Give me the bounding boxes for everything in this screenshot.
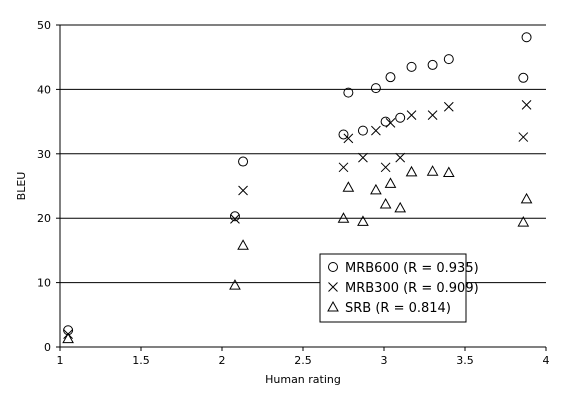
point-series-3 [405, 165, 418, 177]
point-series-2 [358, 152, 368, 163]
x-axis-title: Human rating [265, 373, 341, 386]
point-series-2 [521, 100, 532, 110]
legend-box [319, 253, 467, 323]
point-series-1 [521, 32, 532, 43]
point-series-3 [229, 279, 241, 290]
point-series-2 [371, 125, 381, 136]
point-series-2 [238, 185, 248, 196]
point-series-3 [379, 198, 392, 209]
point-series-3 [520, 192, 533, 204]
point-series-2 [343, 133, 354, 144]
y-tick-label: 40 [37, 83, 51, 96]
point-series-1 [395, 112, 406, 123]
point-series-1 [518, 72, 529, 83]
point-series-3 [517, 216, 530, 227]
y-axis-title: BLEU [15, 172, 28, 201]
x-tick-label: 1 [57, 354, 64, 367]
point-series-2 [338, 162, 349, 173]
point-series-2 [380, 162, 391, 173]
point-series-3 [337, 212, 350, 223]
x-tick-label: 3.5 [456, 354, 474, 367]
point-series-1 [427, 59, 438, 70]
point-series-1 [385, 72, 396, 83]
legend-marker [327, 300, 339, 312]
point-series-2 [518, 132, 529, 142]
point-series-1 [229, 211, 240, 222]
point-series-1 [343, 87, 354, 98]
legend-label: MRB300 (R = 0.909) [345, 281, 479, 296]
y-tick-label: 20 [37, 212, 51, 225]
point-series-2 [406, 110, 417, 121]
legend-marker [328, 282, 338, 292]
point-series-2 [443, 101, 454, 112]
point-series-3 [357, 215, 369, 226]
point-series-1 [406, 61, 417, 72]
point-series-1 [338, 129, 349, 140]
y-tick-label: 30 [37, 148, 51, 161]
point-series-2 [427, 110, 438, 121]
y-tick-label: 0 [44, 341, 51, 354]
point-series-3 [62, 332, 74, 344]
point-series-3 [237, 239, 249, 250]
legend-label: MRB600 (R = 0.935) [345, 261, 479, 276]
legend-label: SRB (R = 0.814) [345, 301, 451, 316]
point-series-2 [395, 152, 406, 163]
point-series-3 [394, 201, 407, 213]
point-series-1 [238, 156, 249, 167]
point-series-1 [443, 54, 454, 65]
point-series-1 [357, 125, 368, 136]
point-series-2 [385, 118, 396, 128]
point-series-3 [370, 183, 382, 195]
y-tick-label: 10 [37, 277, 51, 290]
x-tick-label: 4 [543, 354, 550, 367]
x-tick-label: 2.5 [294, 354, 312, 367]
x-tick-label: 1.5 [132, 354, 150, 367]
x-tick-label: 3 [381, 354, 388, 367]
point-series-3 [442, 166, 455, 177]
point-series-1 [370, 83, 381, 94]
point-series-3 [384, 177, 397, 188]
x-tick-label: 2 [219, 354, 226, 367]
y-tick-label: 50 [37, 19, 51, 32]
point-series-2 [230, 213, 240, 224]
point-series-1 [380, 116, 391, 127]
point-series-3 [342, 181, 355, 192]
point-series-3 [426, 165, 439, 176]
legend-marker [328, 262, 338, 272]
